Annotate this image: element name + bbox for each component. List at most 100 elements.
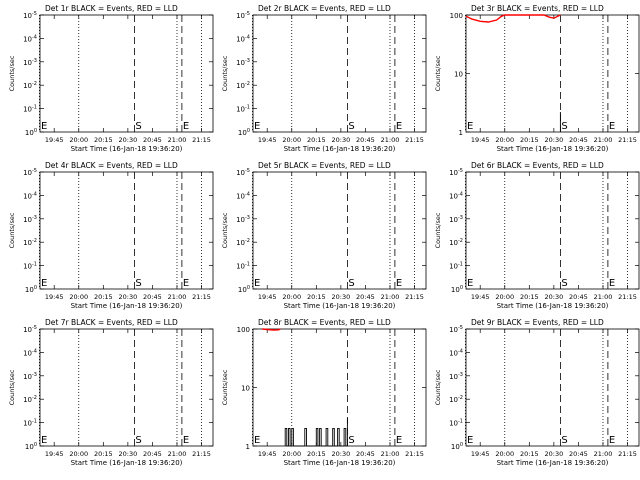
x-tick-label: 20:30 — [118, 136, 137, 144]
y-axis-label: Counts/sec — [221, 55, 229, 91]
y-tick-label: 10-2 — [236, 81, 250, 90]
x-tick-label: 20:00 — [495, 293, 514, 301]
x-tick-label: 20:45 — [356, 293, 375, 301]
y-tick-label: 10-2 — [449, 238, 463, 247]
plot-frame — [252, 14, 427, 133]
panel-title: Det 2r BLACK = Events, RED = LLD — [258, 4, 391, 13]
y-axis-label: Counts/sec — [8, 369, 16, 405]
y-tick-label: 100 — [25, 285, 37, 294]
panel-title: Det 1r BLACK = Events, RED = LLD — [45, 4, 178, 13]
saa-marker-E: E — [254, 278, 260, 289]
x-tick-label: 21:15 — [192, 293, 211, 301]
y-tick-label: 10-4 — [236, 191, 250, 200]
x-tick-label: 19:45 — [471, 136, 490, 144]
x-tick-label: 21:15 — [405, 136, 424, 144]
x-axis-label: Start Time (16-Jan-18 19:36:20) — [497, 459, 609, 467]
y-tick-label: 10-1 — [23, 105, 37, 114]
detector-panel-3: Det 3r BLACK = Events, RED = LLD Counts/s… — [434, 4, 640, 153]
x-tick-label: 20:45 — [569, 293, 588, 301]
y-tick-label: 10-5 — [449, 325, 463, 334]
y-tick-label: 10-4 — [449, 191, 463, 200]
y-tick-label: 10-2 — [236, 238, 250, 247]
y-tick-label: 100 — [238, 285, 250, 294]
y-tick-label: 100 — [450, 12, 463, 20]
panel-title: Det 6r BLACK = Events, RED = LLD — [471, 161, 604, 170]
y-tick-label: 100 — [237, 326, 250, 334]
x-axis-label: Start Time (16-Jan-18 19:36:20) — [71, 302, 183, 310]
x-tick-label: 20:45 — [143, 136, 162, 144]
x-tick-label: 20:30 — [331, 450, 350, 458]
x-tick-label: 20:00 — [69, 293, 88, 301]
y-tick-label: 100 — [238, 128, 250, 137]
x-tick-label: 20:30 — [118, 293, 137, 301]
y-tick-label: 10-3 — [23, 58, 37, 67]
saa-marker-E: E — [41, 278, 47, 289]
panel-title: Det 4r BLACK = Events, RED = LLD — [45, 161, 178, 170]
plot-frame — [465, 328, 640, 447]
x-tick-label: 19:45 — [471, 450, 490, 458]
y-tick-label: 1 — [459, 129, 463, 137]
panel-title: Det 8r BLACK = Events, RED = LLD — [258, 318, 391, 327]
x-tick-label: 21:00 — [168, 136, 187, 144]
plot-frame — [39, 328, 214, 447]
events-series — [284, 418, 348, 447]
detector-panel-9: Det 9r BLACK = Events, RED = LLD Counts/s… — [434, 318, 640, 467]
x-tick-label: 20:00 — [69, 136, 88, 144]
y-tick-label: 10-5 — [449, 168, 463, 177]
saa-marker-E: E — [467, 278, 473, 289]
lld-series — [465, 14, 561, 23]
y-tick-label: 10-5 — [23, 11, 37, 20]
y-tick-label: 10-3 — [23, 372, 37, 381]
x-tick-label: 19:45 — [258, 293, 277, 301]
x-tick-label: 21:00 — [168, 450, 187, 458]
x-tick-label: 20:00 — [495, 136, 514, 144]
x-tick-label: 20:45 — [356, 450, 375, 458]
x-tick-label: 20:45 — [356, 136, 375, 144]
y-tick-label: 10-3 — [236, 58, 250, 67]
saa-marker-E: E — [254, 435, 260, 446]
y-tick-label: 10-1 — [236, 105, 250, 114]
saa-marker-E: E — [609, 435, 615, 446]
saa-marker-S: S — [348, 121, 354, 132]
panel-title: Det 7r BLACK = Events, RED = LLD — [45, 318, 178, 327]
saa-marker-S: S — [561, 435, 567, 446]
x-tick-label: 21:00 — [594, 450, 613, 458]
x-tick-label: 20:45 — [569, 136, 588, 144]
x-tick-label: 20:15 — [307, 136, 326, 144]
x-tick-label: 20:15 — [520, 136, 539, 144]
saa-marker-E: E — [396, 121, 402, 132]
plot-frame — [39, 171, 214, 290]
y-tick-label: 10-5 — [236, 11, 250, 20]
y-tick-label: 10-5 — [236, 168, 250, 177]
saa-marker-E: E — [467, 435, 473, 446]
plot-frame — [465, 14, 640, 133]
x-axis-label: Start Time (16-Jan-18 19:36:20) — [497, 302, 609, 310]
x-tick-label: 21:15 — [405, 293, 424, 301]
y-tick-label: 10-1 — [449, 262, 463, 271]
detector-panel-2: Det 2r BLACK = Events, RED = LLD Counts/s… — [221, 4, 427, 153]
detector-panel-5: Det 5r BLACK = Events, RED = LLD Counts/s… — [221, 161, 427, 310]
x-tick-label: 21:00 — [381, 450, 400, 458]
y-tick-label: 100 — [25, 442, 37, 451]
y-tick-label: 10 — [241, 385, 250, 393]
y-tick-label: 10-4 — [23, 34, 37, 43]
x-tick-label: 20:30 — [331, 136, 350, 144]
saa-marker-E: E — [183, 278, 189, 289]
lld-series — [262, 328, 281, 331]
x-tick-label: 20:15 — [307, 450, 326, 458]
x-tick-label: 20:30 — [544, 293, 563, 301]
saa-marker-E: E — [609, 121, 615, 132]
x-axis-label: Start Time (16-Jan-18 19:36:20) — [284, 302, 396, 310]
y-tick-label: 10-3 — [449, 215, 463, 224]
y-tick-label: 10-1 — [449, 419, 463, 428]
x-tick-label: 20:15 — [94, 293, 113, 301]
x-tick-label: 19:45 — [45, 136, 64, 144]
y-tick-label: 10-1 — [23, 419, 37, 428]
x-tick-label: 21:00 — [381, 293, 400, 301]
saa-marker-S: S — [135, 121, 141, 132]
x-tick-label: 21:15 — [192, 136, 211, 144]
y-tick-label: 10-4 — [23, 348, 37, 357]
y-tick-label: 10-1 — [236, 262, 250, 271]
y-tick-label: 10-5 — [23, 168, 37, 177]
